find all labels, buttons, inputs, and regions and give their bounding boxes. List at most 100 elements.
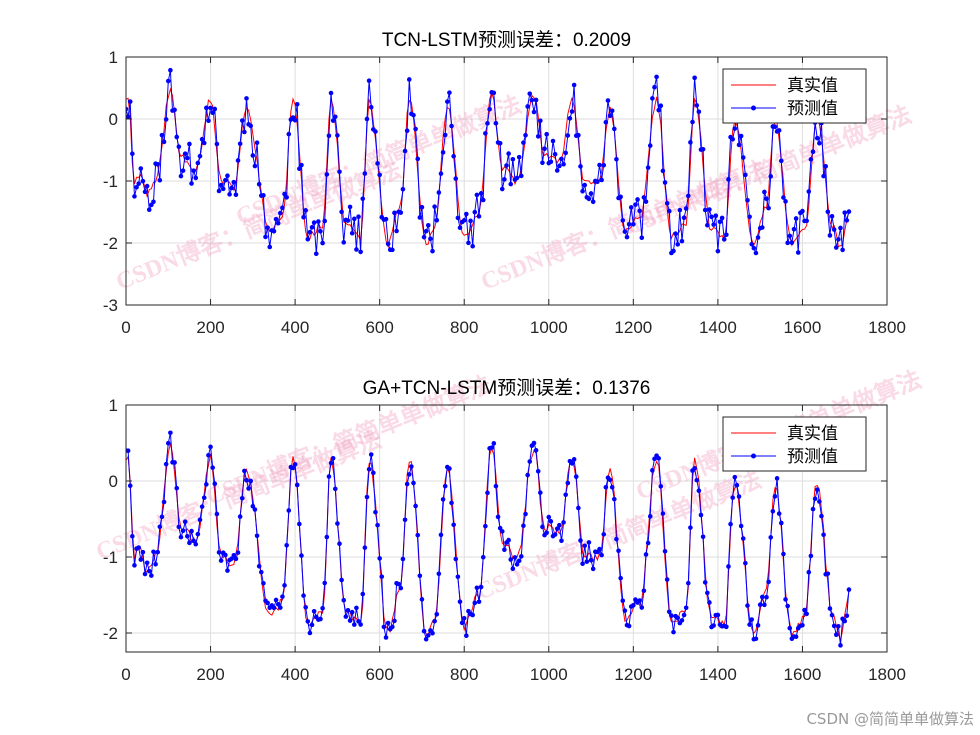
pred-point [510, 566, 516, 571]
pred-point [753, 250, 759, 256]
pred-point [743, 172, 748, 178]
pred-point [172, 460, 177, 465]
pred-point [299, 553, 304, 558]
pred-point [142, 189, 148, 195]
pred-point [206, 452, 211, 458]
pred-point [457, 225, 463, 231]
pred-point [305, 619, 311, 624]
pred-point [453, 176, 459, 181]
pred-point [711, 222, 716, 227]
pred-point [557, 163, 562, 169]
pred-point [216, 550, 222, 555]
pred-point [523, 511, 528, 517]
pred-point [132, 194, 137, 199]
pred-point [453, 556, 459, 562]
pred-point [730, 495, 735, 500]
pred-point [806, 189, 812, 194]
pred-point [753, 636, 759, 642]
pred-point [728, 521, 733, 527]
pred-point [373, 509, 378, 515]
y-tick-label: -2 [103, 624, 118, 643]
pred-point [533, 447, 539, 453]
pred-point [745, 603, 750, 608]
pred-point [817, 499, 822, 504]
pred-point [747, 622, 752, 627]
pred-point [647, 143, 653, 148]
pred-point [508, 181, 514, 187]
pred-point [582, 182, 588, 188]
pred-point [806, 569, 812, 575]
pred-point [341, 240, 347, 245]
pred-point [398, 210, 404, 215]
pred-point [212, 481, 218, 486]
pred-point [140, 549, 146, 555]
pred-point [383, 216, 389, 222]
pred-point [557, 522, 562, 528]
pred-point [483, 523, 488, 529]
pred-point [647, 514, 653, 519]
pred-point [474, 192, 480, 198]
pred-point [607, 477, 613, 483]
pred-point [569, 461, 575, 466]
pred-point [770, 508, 776, 514]
pred-point [652, 84, 657, 90]
pred-point [461, 615, 467, 621]
pred-point [237, 514, 243, 519]
pred-point [216, 188, 222, 194]
pred-point [751, 245, 757, 251]
pred-point [825, 209, 831, 215]
pred-point [425, 633, 431, 638]
pred-point [168, 430, 173, 436]
pred-point [301, 593, 306, 598]
pred-point [597, 162, 602, 168]
pred-point [836, 623, 841, 629]
pred-point [371, 470, 376, 476]
pred-point [275, 220, 281, 226]
pred-point [518, 554, 524, 559]
pred-point [702, 580, 708, 585]
pred-point [182, 519, 188, 524]
pred-point [271, 229, 277, 234]
pred-point [180, 528, 186, 534]
pred-point [694, 103, 700, 108]
x-tick-label: 200 [196, 318, 224, 337]
pred-point [787, 233, 793, 239]
pred-point [675, 615, 681, 621]
pred-point [717, 219, 723, 225]
pred-point [318, 616, 323, 622]
pred-point [423, 636, 429, 642]
pred-point [605, 98, 611, 103]
pred-point [197, 153, 203, 159]
y-tick-label: 1 [109, 48, 118, 67]
pred-point [542, 146, 547, 152]
pred-point [493, 120, 499, 126]
pred-point [404, 481, 410, 487]
pred-point [493, 483, 499, 489]
pred-point [732, 474, 738, 480]
pred-point [804, 218, 809, 224]
pred-point [292, 462, 298, 467]
pred-point [637, 208, 642, 214]
pred-point [178, 173, 184, 179]
pred-point [800, 208, 805, 214]
pred-point [227, 192, 232, 197]
pred-point [199, 504, 205, 509]
pred-point [715, 612, 721, 618]
pred-point [464, 211, 469, 217]
pred-point [153, 561, 158, 567]
pred-point [392, 210, 397, 216]
pred-point [683, 206, 689, 211]
pred-point [373, 129, 378, 134]
pred-point [658, 484, 664, 489]
pred-point [182, 151, 188, 156]
pred-point [681, 612, 687, 618]
pred-point [580, 189, 585, 194]
pred-point [421, 234, 427, 240]
pred-point [404, 128, 410, 134]
pred-point [831, 623, 837, 629]
pred-point [235, 550, 241, 555]
pred-point [622, 608, 628, 613]
x-tick-label: 1000 [530, 318, 568, 337]
pred-point [527, 91, 533, 96]
pred-point [360, 196, 366, 202]
